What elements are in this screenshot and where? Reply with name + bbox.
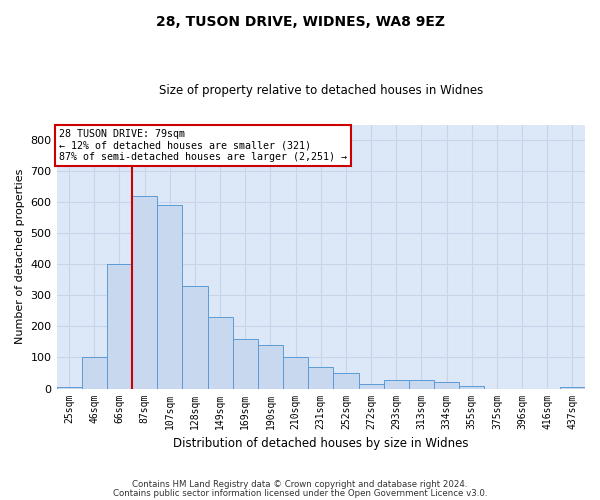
Bar bbox=[233, 339, 258, 388]
Bar bbox=[258, 345, 283, 389]
Bar bbox=[182, 286, 208, 388]
Title: Size of property relative to detached houses in Widnes: Size of property relative to detached ho… bbox=[158, 84, 483, 97]
Y-axis label: Number of detached properties: Number of detached properties bbox=[15, 169, 25, 344]
Bar bbox=[459, 386, 484, 388]
Text: Contains HM Land Registry data © Crown copyright and database right 2024.: Contains HM Land Registry data © Crown c… bbox=[132, 480, 468, 489]
Bar bbox=[283, 358, 308, 388]
Text: 28, TUSON DRIVE, WIDNES, WA8 9EZ: 28, TUSON DRIVE, WIDNES, WA8 9EZ bbox=[155, 15, 445, 29]
Text: 28 TUSON DRIVE: 79sqm
← 12% of detached houses are smaller (321)
87% of semi-det: 28 TUSON DRIVE: 79sqm ← 12% of detached … bbox=[59, 128, 347, 162]
Bar bbox=[132, 196, 157, 388]
Bar bbox=[560, 387, 585, 388]
Bar bbox=[409, 380, 434, 388]
Text: Contains public sector information licensed under the Open Government Licence v3: Contains public sector information licen… bbox=[113, 490, 487, 498]
Bar bbox=[208, 317, 233, 388]
Bar bbox=[359, 384, 383, 388]
X-axis label: Distribution of detached houses by size in Widnes: Distribution of detached houses by size … bbox=[173, 437, 469, 450]
Bar bbox=[56, 387, 82, 388]
Bar bbox=[107, 264, 132, 388]
Bar bbox=[308, 367, 334, 388]
Bar bbox=[383, 380, 409, 388]
Bar bbox=[82, 358, 107, 388]
Bar bbox=[334, 373, 359, 388]
Bar bbox=[157, 206, 182, 388]
Bar bbox=[434, 382, 459, 388]
